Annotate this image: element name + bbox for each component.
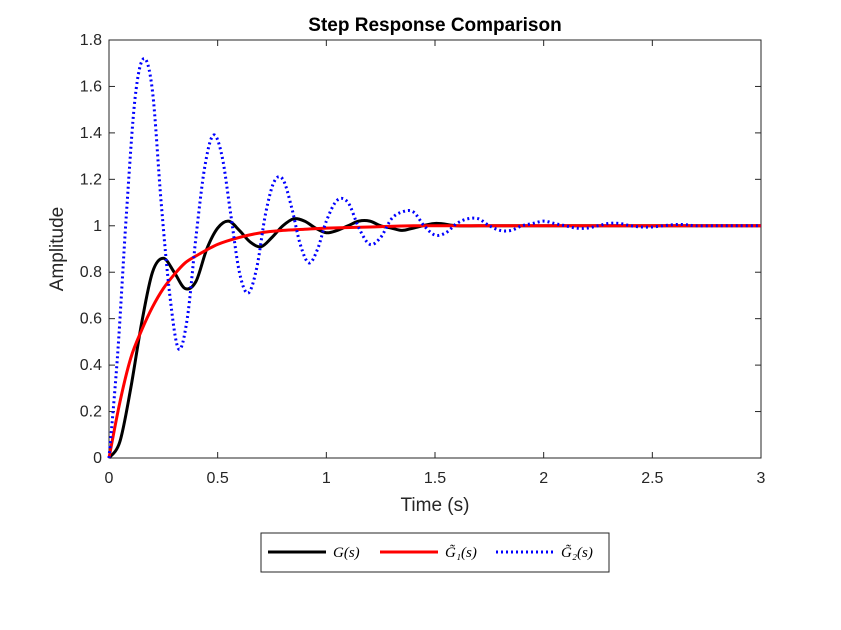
y-tick-label: 1.6: [80, 78, 102, 95]
series-layer: [107, 57, 761, 459]
x-tick-label: 1: [322, 470, 331, 487]
y-tick-label: 0.2: [80, 404, 102, 421]
y-tick-label: 0: [93, 450, 102, 467]
y-tick-label: 0.8: [80, 264, 102, 281]
y-tick-label: 1: [93, 218, 102, 235]
x-tick-label: 3: [757, 470, 766, 487]
legend-label-g: G(s): [333, 545, 360, 561]
y-axis-label: Amplitude: [47, 207, 68, 292]
legend: G(s) G̃₁(s) G̃₂(s): [260, 532, 610, 573]
y-tick-label: 0.4: [80, 357, 102, 374]
y-axis-ticks: 0 0.2 0.4 0.6 0.8 1 1.2 1.4 1.6 1.8: [80, 32, 761, 467]
series-line-g1: [107, 224, 761, 459]
x-axis-ticks: 0 0.5 1 1.5 2 2.5 3: [105, 40, 766, 487]
y-tick-label: 1.8: [80, 32, 102, 49]
series-line-g2: [107, 57, 761, 459]
legend-label-g2: G̃₂(s): [561, 544, 593, 561]
x-tick-label: 0: [105, 470, 114, 487]
legend-label-g1: G̃₁(s): [445, 544, 477, 561]
y-tick-label: 1.4: [80, 125, 102, 142]
y-tick-label: 0.6: [80, 311, 102, 328]
chart-title: Step Response Comparison: [308, 15, 561, 36]
x-axis-label: Time (s): [401, 495, 470, 516]
plot-area: [108, 39, 762, 459]
x-tick-label: 2: [539, 470, 548, 487]
x-tick-label: 2.5: [641, 470, 663, 487]
x-tick-label: 1.5: [424, 470, 446, 487]
y-tick-label: 1.2: [80, 171, 102, 188]
x-tick-label: 0.5: [207, 470, 229, 487]
